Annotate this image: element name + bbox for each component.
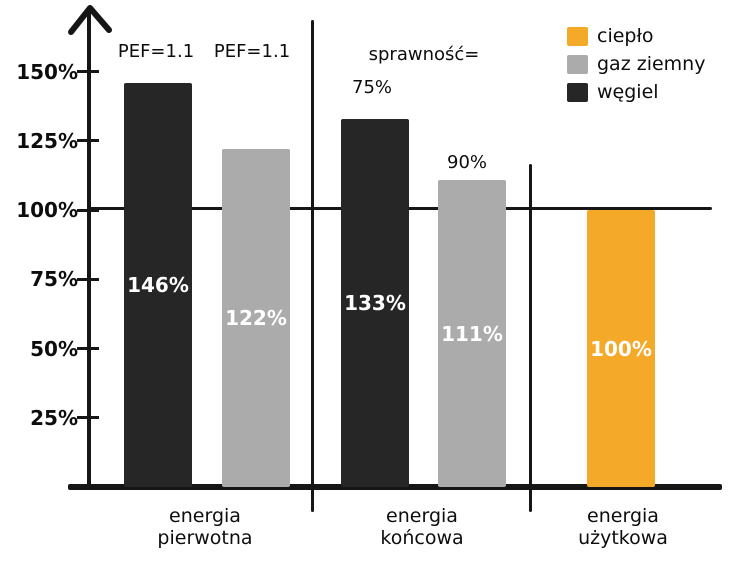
group-label-line: końcowa [380,527,464,549]
legend-row-cieplo: ciepło [567,27,705,46]
group-label-line: pierwotna [157,527,253,549]
y-axis [87,12,91,490]
legend-label-gaz-ziemny: gaz ziemny [597,53,706,75]
y-tick-mark [77,208,99,212]
y-tick-label: 25% [30,405,78,430]
legend-label-wegiel: węgiel [597,81,659,103]
divider-line-2 [529,164,532,512]
group-label-line: energia [587,505,659,527]
efficiency-label-gaz: 90% [446,152,488,173]
group-label-line: energia [386,505,458,527]
bar-wegiel-pierwotna: 146% [124,83,192,487]
group-label-line: użytkowa [578,527,668,549]
divider-line-1 [311,20,314,512]
y-tick-label: 75% [30,267,78,292]
bar-gaz-pierwotna: 122% [222,149,290,487]
bar-value-label: 122% [225,306,287,330]
legend-label-cieplo: ciepło [597,25,654,47]
legend-swatch-cieplo-icon [567,27,588,46]
group-label-line: energia [169,505,241,527]
y-tick-label: 125% [16,128,78,153]
pef-label-gaz: PEF=1.1 [213,41,291,62]
bar-value-label: 133% [344,291,406,315]
group-label-energia-uzytkowa: energia użytkowa [578,505,668,549]
bar-value-label: 146% [127,273,189,297]
efficiency-heading: sprawność= [368,44,480,65]
y-tick-label: 100% [16,198,78,222]
bar-wegiel-koncowa: 133% [341,119,409,487]
group-label-energia-koncowa: energia końcowa [380,505,463,549]
y-tick-mark [77,277,99,281]
bar-gaz-koncowa: 111% [438,180,506,487]
y-axis-arrow-icon [68,5,112,35]
legend-swatch-gaz-ziemny-icon [567,55,588,74]
bar-value-label: 111% [441,321,503,346]
bar-cieplo-uzytkowa: 100% [587,210,655,487]
pef-label-wegiel: PEF=1.1 [117,41,195,62]
y-tick-mark [77,139,99,143]
legend-row-wegiel: węgiel [567,83,705,102]
efficiency-label-wegiel: 75% [351,77,393,98]
y-tick-mark [77,347,99,350]
legend: ciepło gaz ziemny węgiel [567,27,705,102]
y-tick-label: 50% [30,336,78,361]
x-axis [68,484,722,490]
bar-value-label: 100% [590,336,652,361]
group-label-energia-pierwotna: energia pierwotna [157,505,252,549]
y-tick-label: 150% [16,59,78,84]
y-tick-mark [77,416,99,420]
y-tick-mark [77,70,99,73]
legend-swatch-wegiel-icon [567,83,588,102]
legend-row-gaz-ziemny: gaz ziemny [567,55,705,74]
